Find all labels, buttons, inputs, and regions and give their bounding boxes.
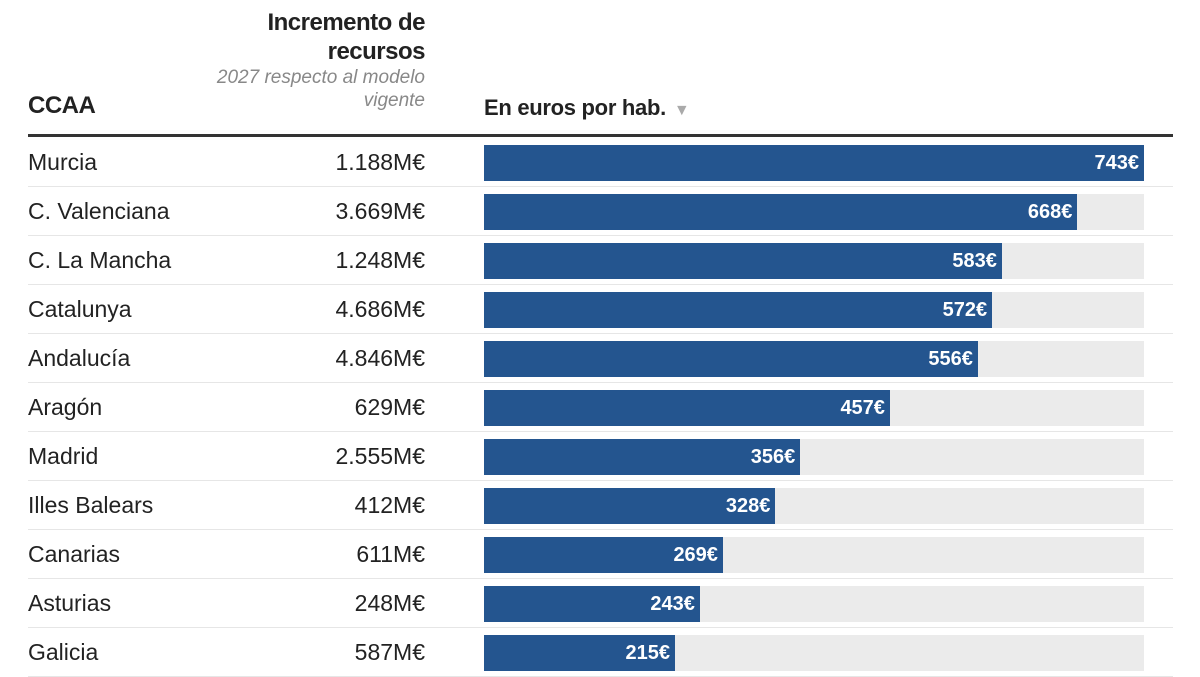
bar: 215€ — [484, 635, 675, 671]
header-increment: Incremento de recursos 2027 respecto al … — [185, 8, 426, 112]
increment-value: 4.846M€ — [335, 345, 425, 371]
bar-track: 269€ — [484, 537, 1144, 573]
region-name: Madrid — [28, 443, 99, 469]
region-name: C. La Mancha — [28, 247, 172, 273]
bar-track: 583€ — [484, 243, 1144, 279]
region-name: Asturias — [28, 590, 112, 616]
bar: 269€ — [484, 537, 723, 573]
bar: 556€ — [484, 341, 978, 377]
bar: 356€ — [484, 439, 801, 475]
bar-track: 356€ — [484, 439, 1144, 475]
region-name: Illes Balears — [28, 492, 154, 518]
region-name: Murcia — [28, 149, 98, 175]
bar: 572€ — [484, 292, 993, 328]
bar-label: 215€ — [625, 642, 670, 664]
region-name: Aragón — [28, 394, 103, 420]
table-row: C. La Mancha 1.248M€ 583€ — [28, 236, 1173, 285]
header-increment-title: Incremento de recursos — [267, 9, 425, 65]
table-row: C. Valenciana 3.669M€ 668€ — [28, 187, 1173, 236]
increment-value: 1.188M€ — [335, 149, 425, 175]
header-increment-subtitle: 2027 respecto al modelo vigente — [216, 67, 425, 111]
region-name: Andalucía — [28, 345, 131, 371]
bar-label: 743€ — [1094, 152, 1140, 174]
bar: 328€ — [484, 488, 776, 524]
bar-track: 556€ — [484, 341, 1144, 377]
bar-label: 556€ — [928, 348, 973, 370]
bar-track: 215€ — [484, 635, 1144, 671]
header-bar-title: En euros por hab. — [484, 95, 666, 120]
increment-value: 2.555M€ — [335, 443, 425, 469]
bar-label: 269€ — [673, 544, 718, 566]
bar-label: 457€ — [840, 397, 885, 419]
table-row: Andalucía 4.846M€ 556€ — [28, 334, 1173, 383]
bar: 668€ — [484, 194, 1078, 230]
bar-label: 668€ — [1027, 201, 1073, 223]
triangle-down-icon[interactable]: ▼ — [673, 102, 690, 119]
bar: 243€ — [484, 586, 700, 622]
table-row: Canarias 611M€ 269€ — [28, 530, 1173, 579]
bar-label: 328€ — [725, 495, 771, 517]
table-row: Illes Balears 412M€ 328€ — [28, 481, 1173, 530]
increment-value: 3.669M€ — [335, 198, 425, 224]
region-name: Galicia — [28, 639, 99, 665]
increment-value: 611M€ — [356, 541, 425, 567]
table-row: Asturias 248M€ 243€ — [28, 579, 1173, 628]
bar-label: 572€ — [942, 299, 988, 321]
bar: 743€ — [484, 145, 1144, 181]
increment-value: 412M€ — [354, 492, 425, 518]
bar-track: 668€ — [484, 194, 1144, 230]
header-ccaa: CCAA — [28, 92, 96, 119]
bar: 583€ — [484, 243, 1002, 279]
increment-value: 4.686M€ — [335, 296, 425, 322]
region-name: Catalunya — [28, 296, 132, 322]
bar: 457€ — [484, 390, 890, 426]
header-bar-column[interactable]: En euros por hab. ▼ — [484, 95, 690, 121]
bar-label: 356€ — [750, 446, 796, 468]
region-name: Canarias — [28, 541, 121, 567]
bar-track: 572€ — [484, 292, 1144, 328]
table-row: Galicia 587M€ 215€ — [28, 628, 1173, 677]
region-name: C. Valenciana — [28, 198, 170, 224]
increment-value: 248M€ — [354, 590, 425, 616]
bar-track: 457€ — [484, 390, 1144, 426]
table-row: Aragón 629M€ 457€ — [28, 383, 1173, 432]
bar-track: 328€ — [484, 488, 1144, 524]
table-row: Murcia 1.188M€ 743€ — [28, 138, 1173, 187]
increment-value: 1.248M€ — [335, 247, 425, 273]
bar-track: 743€ — [484, 145, 1144, 181]
table-row: Madrid 2.555M€ 356€ — [28, 432, 1173, 481]
bar-track: 243€ — [484, 586, 1144, 622]
increment-value: 629M€ — [354, 394, 425, 420]
header-divider — [28, 134, 1173, 137]
increment-value: 587M€ — [354, 639, 425, 665]
table-row: Catalunya 4.686M€ 572€ — [28, 285, 1173, 334]
bar-label: 583€ — [952, 250, 997, 272]
bar-label: 243€ — [650, 593, 695, 615]
